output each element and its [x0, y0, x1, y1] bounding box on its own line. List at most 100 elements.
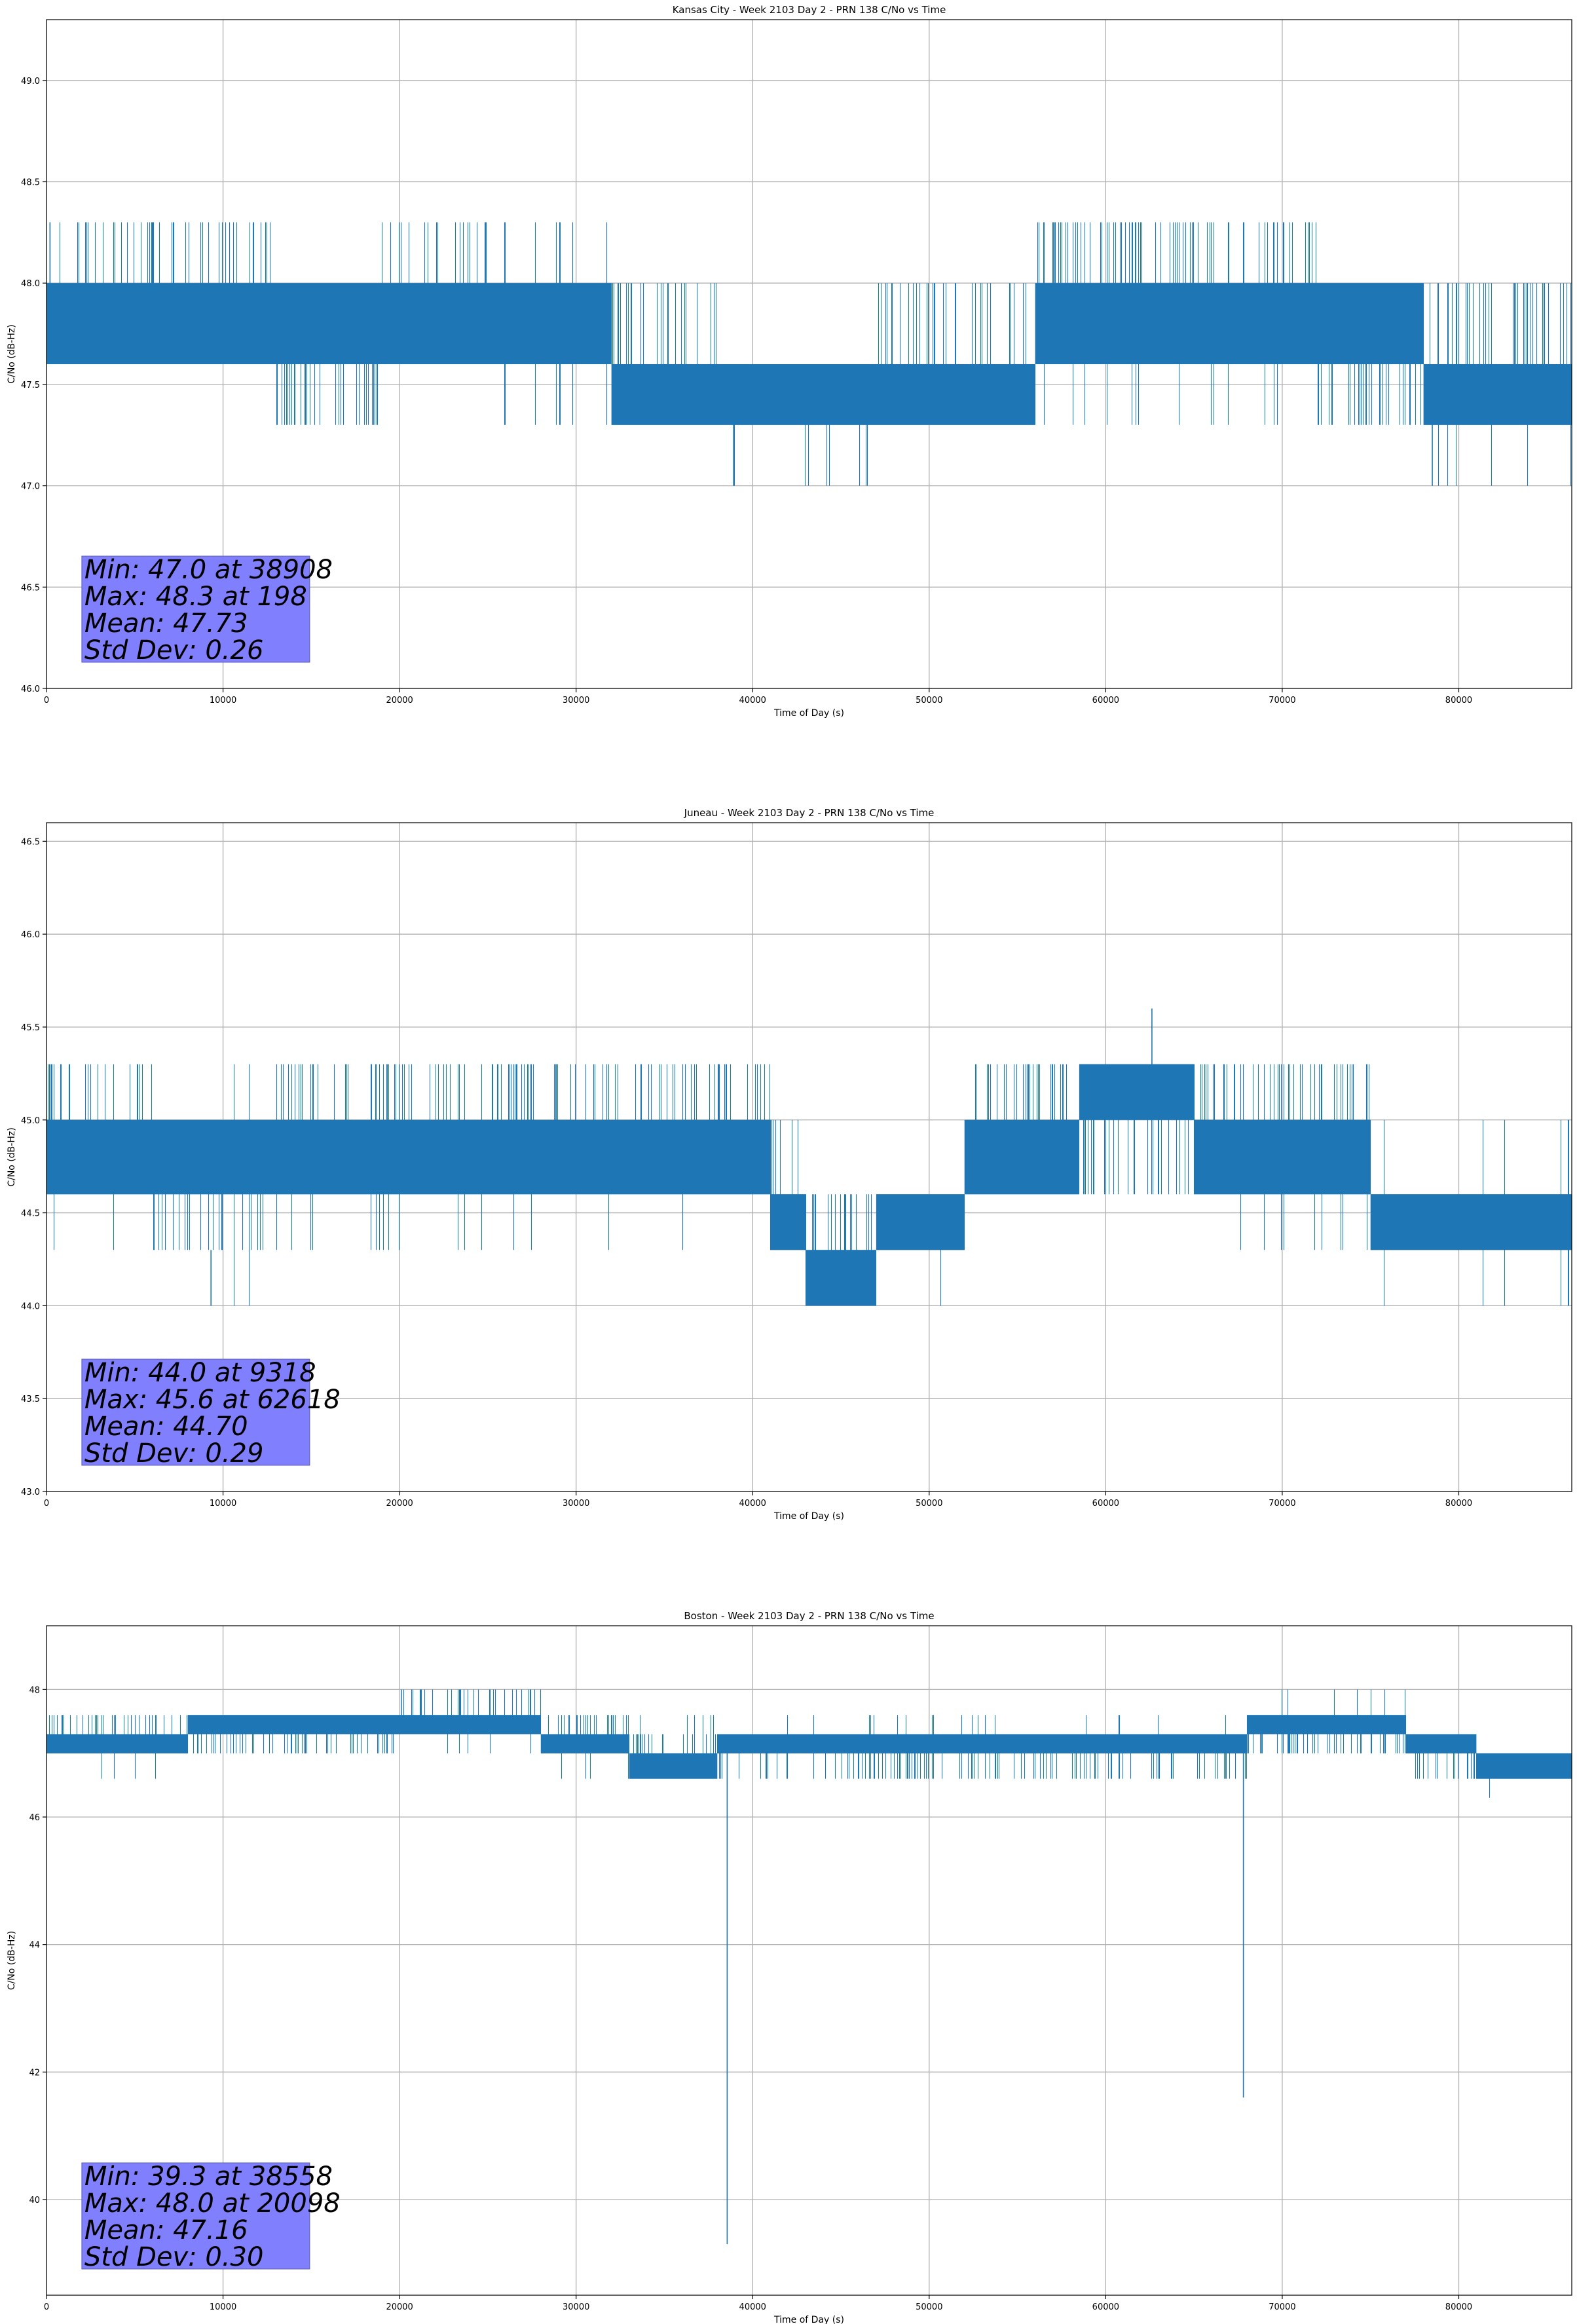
- x-tick-label: 20000: [386, 696, 413, 705]
- x-tick-label: 50000: [916, 1499, 942, 1509]
- y-tick-label: 49.0: [21, 77, 40, 86]
- chart-title: Boston - Week 2103 Day 2 - PRN 138 C/No …: [684, 1610, 934, 1622]
- series-core-band: [1317, 283, 1424, 364]
- series-core-band: [876, 364, 1035, 425]
- x-tick-label: 60000: [1092, 1499, 1119, 1509]
- stats-line: Mean: 47.16: [84, 2215, 248, 2245]
- plot-frame: [46, 19, 1572, 689]
- axis-ticks: 0 10000 20000 30000 40000 50000 60000 70000 8000…: [21, 77, 1472, 705]
- series-core-band: [806, 1250, 876, 1306]
- data-series: [46, 1689, 1572, 2245]
- x-tick-label: 10000: [210, 2302, 236, 2312]
- chart-title: Juneau - Week 2103 Day 2 - PRN 138 C/No …: [684, 807, 935, 819]
- stats-line: Min: 39.3 at 38558: [84, 2162, 333, 2192]
- chart-panel-3: 0 10000 20000 30000 40000 50000 60000 70000 8000…: [7, 1610, 1572, 2324]
- y-tick-label: 44: [29, 1941, 40, 1951]
- y-tick-label: 46.5: [21, 583, 40, 593]
- y-axis-label: C/No (dB-Hz): [7, 324, 17, 383]
- chart-panel-2: 0 10000 20000 30000 40000 50000 60000 70000 8000…: [7, 807, 1572, 1522]
- stats-line: Mean: 47.73: [84, 609, 248, 639]
- stats-box-background: [81, 555, 310, 663]
- y-tick-label: 44.0: [21, 1302, 40, 1311]
- x-tick-label: 40000: [739, 696, 766, 705]
- stats-line: Max: 45.6 at 62618: [84, 1385, 341, 1415]
- stats-line: Std Dev: 0.26: [84, 635, 264, 665]
- series-core-bands: [46, 283, 1572, 425]
- series-core-band: [276, 1119, 771, 1195]
- y-axis-label: C/No (dB-Hz): [7, 1931, 17, 1990]
- x-tick-label: 50000: [916, 696, 942, 705]
- series-core-band: [1476, 1753, 1572, 1779]
- x-tick-label: 10000: [210, 696, 236, 705]
- series-core-band: [717, 1734, 1248, 1753]
- y-tick-label: 48: [29, 1685, 40, 1695]
- y-axis-label: C/No (dB-Hz): [7, 1127, 17, 1186]
- series-core-band: [382, 283, 488, 364]
- axis-ticks: 0 10000 20000 30000 40000 50000 60000 70000 8000…: [21, 837, 1472, 1509]
- series-core-band: [1035, 283, 1318, 364]
- stats-line: Mean: 44.70: [84, 1412, 248, 1442]
- x-tick-label: 20000: [386, 2302, 413, 2312]
- x-tick-label: 10000: [210, 1499, 236, 1509]
- x-tick-label: 70000: [1269, 1499, 1295, 1509]
- series-core-band: [1194, 1119, 1371, 1195]
- series-core-band: [187, 1715, 400, 1734]
- y-tick-label: 45.0: [21, 1116, 40, 1126]
- x-tick-label: 30000: [563, 2302, 589, 2312]
- stats-box-background: [81, 2162, 310, 2270]
- series-core-band: [46, 283, 215, 364]
- y-tick-label: 48.0: [21, 279, 40, 289]
- chart-title: Kansas City - Week 2103 Day 2 - PRN 138 …: [673, 4, 946, 16]
- x-tick-label: 70000: [1269, 2302, 1295, 2312]
- series-core-band: [1405, 1734, 1477, 1753]
- data-series: [46, 1008, 1572, 1306]
- y-tick-label: 42: [29, 2068, 40, 2078]
- y-tick-label: 46.0: [21, 684, 40, 694]
- series-core-band: [611, 364, 718, 425]
- x-tick-label: 30000: [563, 1499, 589, 1509]
- stats-line: Max: 48.3 at 198: [84, 582, 307, 612]
- series-core-band: [1247, 1715, 1406, 1734]
- x-tick-label: 0: [44, 2302, 49, 2312]
- y-tick-label: 47.5: [21, 381, 40, 390]
- series-core-band: [152, 1119, 276, 1195]
- x-tick-label: 70000: [1269, 696, 1295, 705]
- x-tick-label: 80000: [1445, 1499, 1472, 1509]
- stats-line: Min: 44.0 at 9318: [84, 1358, 316, 1388]
- stats-box-background: [81, 1359, 310, 1466]
- series-core-band: [1423, 364, 1572, 425]
- series-core-band: [399, 1715, 541, 1734]
- x-tick-label: 50000: [916, 2302, 942, 2312]
- y-tick-label: 47.0: [21, 482, 40, 492]
- series-core-band: [876, 1194, 965, 1250]
- plot-frame: [46, 1625, 1572, 2296]
- x-tick-label: 0: [44, 1499, 49, 1509]
- x-tick-label: 60000: [1092, 2302, 1119, 2312]
- y-tick-label: 46.0: [21, 930, 40, 940]
- series-core-band: [46, 1119, 153, 1195]
- y-tick-label: 43.5: [21, 1395, 40, 1404]
- axis-ticks: 0 10000 20000 30000 40000 50000 60000 70000 8000…: [29, 1685, 1472, 2312]
- y-tick-label: 48.5: [21, 178, 40, 188]
- y-tick-label: 43.0: [21, 1488, 40, 1497]
- series-core-band: [1370, 1194, 1572, 1250]
- series-core-band: [46, 1734, 188, 1753]
- stats-line: Min: 47.0 at 38908: [84, 555, 333, 585]
- x-tick-label: 80000: [1445, 696, 1472, 705]
- stats-line: Std Dev: 0.29: [84, 1438, 264, 1469]
- x-axis-label: Time of Day (s): [773, 708, 844, 719]
- x-axis-label: Time of Day (s): [773, 2315, 844, 2324]
- series-core-band: [487, 283, 612, 364]
- y-tick-label: 44.5: [21, 1209, 40, 1219]
- x-axis-label: Time of Day (s): [773, 1511, 844, 1522]
- series-core-band: [540, 1734, 629, 1753]
- y-tick-label: 45.5: [21, 1023, 40, 1033]
- data-series: [46, 222, 1572, 486]
- series-core-band: [1079, 1064, 1195, 1120]
- series-core-band: [964, 1119, 1079, 1195]
- x-tick-label: 30000: [563, 696, 589, 705]
